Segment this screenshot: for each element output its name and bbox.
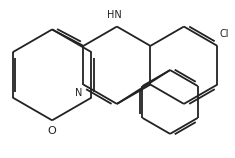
Text: HN: HN [107, 10, 122, 20]
Text: O: O [48, 126, 56, 136]
Text: Cl: Cl [220, 29, 229, 39]
Text: N: N [75, 88, 82, 98]
